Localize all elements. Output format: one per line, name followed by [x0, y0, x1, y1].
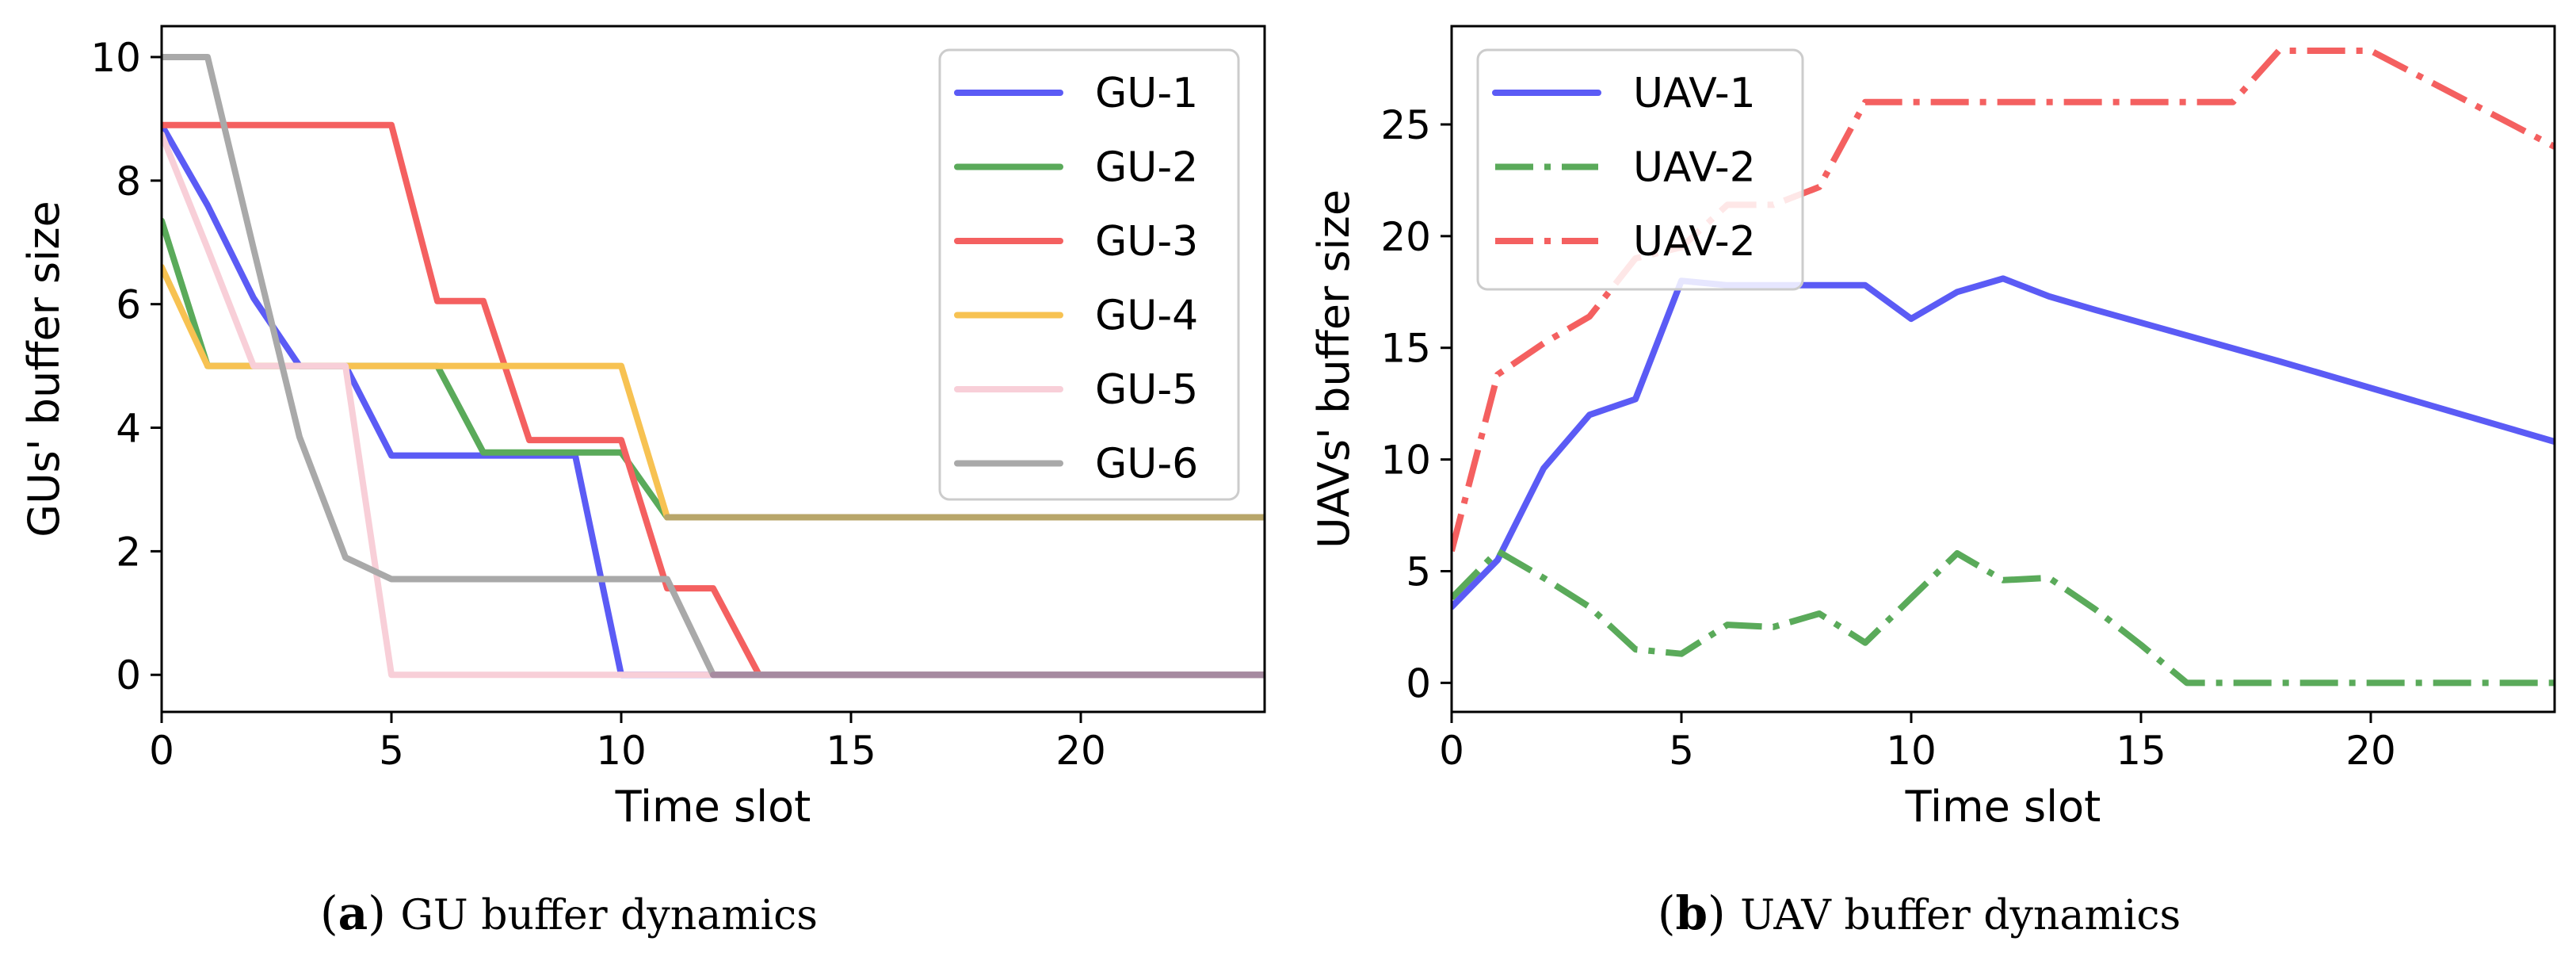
- y-tick-label: 0: [1406, 660, 1431, 706]
- x-tick-label: 20: [2345, 728, 2396, 774]
- legend-box: [1476, 48, 1804, 291]
- figure-caption: (a) GU buffer dynamics: [320, 886, 818, 940]
- legend-label: GU-3: [1095, 218, 1198, 266]
- series-line-gu-6: [162, 54, 1265, 679]
- x-tick-label: 15: [2116, 728, 2166, 774]
- y-tick-label: 2: [116, 529, 141, 575]
- uav-buffer-chart: 0 5 10 15 20 0 5 10 15 20 25 Time slot UAVs' buffer …: [1309, 25, 2556, 940]
- legend: UAV-1 UAV-2 UAV-2: [1476, 48, 1804, 291]
- axes-frame: [160, 25, 1266, 713]
- x-tick-label: 10: [1886, 728, 1937, 774]
- x-tick-label: 5: [379, 728, 404, 774]
- legend-label: GU-5: [1095, 366, 1198, 414]
- x-tick-label: 10: [596, 728, 647, 774]
- series-line-gu-3: [162, 121, 1265, 679]
- plot-area: [162, 54, 1265, 679]
- y-tick-label: 0: [116, 652, 141, 698]
- y-tick-label: 15: [1380, 326, 1431, 372]
- legend: GU-1 GU-2 GU-3 GU-4 GU-5 GU-6: [938, 48, 1240, 501]
- legend-label: UAV-2: [1633, 218, 1756, 266]
- x-tick-label: 0: [149, 728, 174, 774]
- legend-label: UAV-1: [1633, 70, 1756, 117]
- legend-label: UAV-2: [1633, 144, 1756, 192]
- y-tick-label: 20: [1380, 214, 1431, 260]
- caption-text: GU buffer dynamics: [400, 892, 818, 939]
- caption-text: UAV buffer dynamics: [1740, 892, 2181, 939]
- y-tick-label: 25: [1380, 102, 1431, 148]
- x-tick-label: 20: [1055, 728, 1106, 774]
- y-tick-label: 5: [1406, 549, 1431, 595]
- series-line-uav-2: [1452, 48, 2555, 553]
- legend-label: GU-4: [1095, 293, 1198, 340]
- x-tick-label: 15: [826, 728, 876, 774]
- y-axis-label: UAVs' buffer size: [1309, 189, 1359, 549]
- caption-letter: b: [1675, 886, 1708, 940]
- series-line-gu-5: [162, 131, 1265, 679]
- x-axis-label: Time slot: [1905, 782, 2101, 832]
- y-tick-label: 10: [90, 35, 141, 81]
- legend-label: GU-1: [1095, 70, 1198, 117]
- legend-label: GU-6: [1095, 441, 1198, 488]
- y-tick-label: 4: [116, 406, 141, 452]
- series-line-uav-2: [1452, 548, 2555, 687]
- y-tick-label: 10: [1380, 438, 1431, 484]
- y-tick-label: 6: [116, 282, 141, 328]
- y-axis-label: GUs' buffer size: [19, 201, 69, 537]
- x-tick-label: 0: [1439, 728, 1464, 774]
- caption-letter: a: [338, 886, 368, 940]
- series-line-uav-1: [1452, 275, 2555, 610]
- legend-box: [938, 48, 1240, 501]
- x-axis-label: Time slot: [615, 782, 811, 832]
- axes-frame: [1450, 25, 2556, 713]
- figure-caption: (b) UAV buffer dynamics: [1658, 886, 2181, 940]
- legend-label: GU-2: [1095, 144, 1198, 192]
- plot-area: [1452, 48, 2555, 687]
- gu-buffer-chart: 0 5 10 15 20 0 2 4 6 8 10 Time slot GUs' buffer size…: [19, 25, 1266, 940]
- y-tick-label: 8: [116, 159, 141, 205]
- x-tick-label: 5: [1669, 728, 1694, 774]
